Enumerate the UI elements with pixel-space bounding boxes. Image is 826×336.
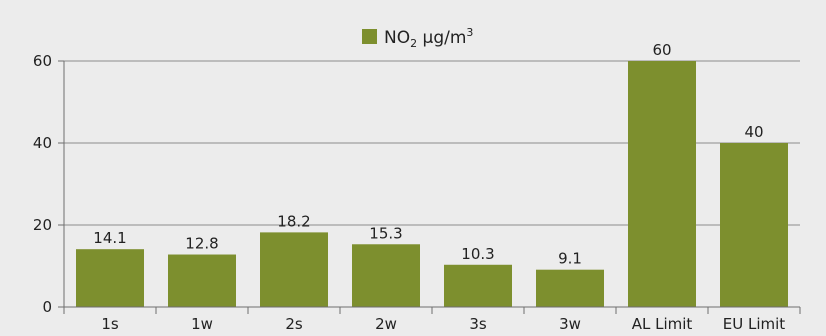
legend-label: NO2 μg/m3 — [384, 26, 473, 50]
x-tick-label: AL Limit — [632, 315, 693, 333]
bar — [168, 254, 236, 307]
y-tick-label: 40 — [33, 134, 52, 152]
bar — [720, 143, 788, 307]
x-tick-label: 2s — [285, 315, 303, 333]
bar — [76, 249, 144, 307]
bar — [628, 61, 696, 307]
data-label: 18.2 — [277, 212, 310, 230]
x-tick-label: EU Limit — [723, 315, 786, 333]
data-label: 60 — [652, 41, 671, 59]
x-tick-label: 1w — [191, 315, 213, 333]
legend-superscript: 3 — [466, 26, 473, 39]
x-tick-label: 1s — [101, 315, 119, 333]
bar — [536, 269, 604, 307]
x-tick-label: 3s — [469, 315, 487, 333]
data-label: 15.3 — [369, 224, 402, 242]
data-label: 14.1 — [93, 229, 126, 247]
data-label: 10.3 — [461, 245, 494, 263]
legend: NO2 μg/m3 — [362, 26, 473, 50]
legend-subscript: 2 — [410, 37, 417, 50]
y-tick-label: 60 — [33, 52, 52, 70]
y-tick-label: 20 — [33, 216, 52, 234]
bar — [260, 232, 328, 307]
data-label: 40 — [744, 123, 763, 141]
bar — [444, 264, 512, 307]
legend-swatch — [362, 29, 377, 44]
y-tick-label: 0 — [42, 298, 52, 316]
data-label: 12.8 — [185, 235, 218, 253]
axes: 0 20 40 60 1s 1w 2s 2w 3s 3w AL Limit EU Limit — [33, 52, 801, 333]
x-tick-label: 3w — [559, 315, 581, 333]
data-labels: 14.1 12.8 18.2 15.3 10.3 9.1 60 40 — [93, 41, 763, 268]
legend-base: NO — [384, 28, 410, 48]
data-label: 9.1 — [558, 250, 582, 268]
legend-unit: μg/m — [417, 28, 466, 48]
bars — [76, 61, 788, 307]
x-tick-label: 2w — [375, 315, 397, 333]
bar — [352, 244, 420, 307]
